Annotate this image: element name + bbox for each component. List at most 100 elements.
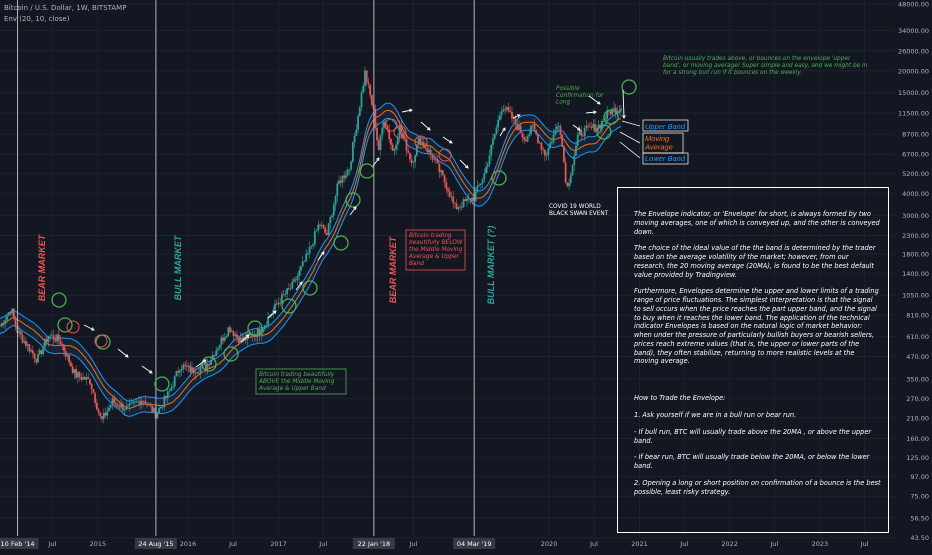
direction-arrow-head [321,251,325,256]
candle-body [158,408,161,414]
candle-body [289,288,292,290]
candle-body [175,370,178,377]
legend-lower-band: Lower Band [645,154,686,163]
candle-body [362,85,365,93]
candle-body [417,137,420,145]
candle-body [324,227,327,234]
candle-body [320,225,323,226]
candle-body [431,154,434,160]
candle-body [97,409,100,413]
candle-body [507,107,510,112]
direction-arrow [420,121,431,131]
candle-body [374,108,377,128]
candle-body [464,199,467,202]
candle-body [78,372,81,377]
candle-body [109,405,112,408]
candle-body [165,396,167,399]
candle-body [582,135,584,137]
candle-body [146,404,148,406]
candle-body [580,129,583,136]
candle-body [388,129,391,139]
y-tick-label: 210.00 [906,414,929,422]
candle-body [301,261,304,267]
candle-body [564,162,567,183]
bounce-circle [333,235,349,251]
x-tick-label: 2022 [721,540,738,548]
candle-body [457,207,460,209]
marked-date-box [134,538,177,549]
annotation-box [255,368,347,395]
candle-body [178,370,181,373]
candle-body [279,302,282,304]
marked-date-box [0,538,39,549]
y-tick-label: 15000.00 [898,89,929,97]
annotation-below-text: Bitcoin trading beautifully BELOW the Midd… [408,233,463,267]
candle-body [35,358,38,363]
candle-body [45,338,48,342]
candle-body [322,225,325,228]
direction-arrow-head [299,281,303,286]
chart-symbol-title: Bitcoin / U.S. Dollar, 1W, BITSTAMP [4,4,127,12]
x-tick-label: 2023 [812,540,829,548]
direction-arrow [295,281,303,291]
candle-body [381,127,384,136]
candle-body [364,70,366,86]
candle-body [421,142,423,145]
candle-body [215,350,218,357]
candle-body [410,159,413,163]
candle-body [447,188,449,192]
candle-body [118,406,121,408]
candle-body [256,328,259,338]
candle-body [237,336,240,343]
candle-body [73,369,76,373]
candle-body [70,362,72,367]
candle-body [566,182,569,187]
marked-dates: 10 Feb '14 24 Aug '15 22 Jan '18 04 Mar '19 [0,0,496,549]
candle-body [597,124,600,129]
candle-body [360,92,363,108]
candle-body [260,332,263,336]
candle-body [182,364,185,369]
candle-body [386,125,389,130]
candle-body [300,266,302,271]
candle-body [251,334,254,337]
candle-body [95,402,98,410]
y-tick-label: 470.00 [906,353,929,361]
direction-arrow [349,206,357,216]
candle-body [76,372,79,378]
candle-body [478,184,481,186]
candle-body [220,337,223,346]
legend-arrow [619,131,641,144]
envelope-bands [0,102,622,417]
indicator-label[interactable]: Env (20, 10, close) [4,15,70,23]
candle-body [64,350,67,357]
bear-circle [414,135,428,149]
candle-body [331,215,334,217]
candle-body [350,161,353,170]
candle-body [493,134,496,139]
upper-band-line [0,102,622,402]
candle-body [203,363,206,365]
candle-body [11,308,14,314]
candle-body [239,337,242,343]
candle-body [54,339,57,342]
candle-body [189,365,192,373]
bounce-circle [281,298,297,314]
candle-body [405,138,408,151]
x-tick-label: Jul [679,540,688,548]
candle-body [28,344,31,352]
direction-arrow [572,124,581,131]
candle-body [614,107,617,114]
candle-body [343,175,346,178]
candle-body [568,182,570,187]
candle-body [142,400,145,402]
candle-body [253,335,256,337]
candle-body [313,231,316,245]
candle-body [486,164,489,168]
candle-body [303,261,306,263]
candle-body [89,378,91,385]
candle-body [218,345,221,349]
candle-body [134,401,136,403]
